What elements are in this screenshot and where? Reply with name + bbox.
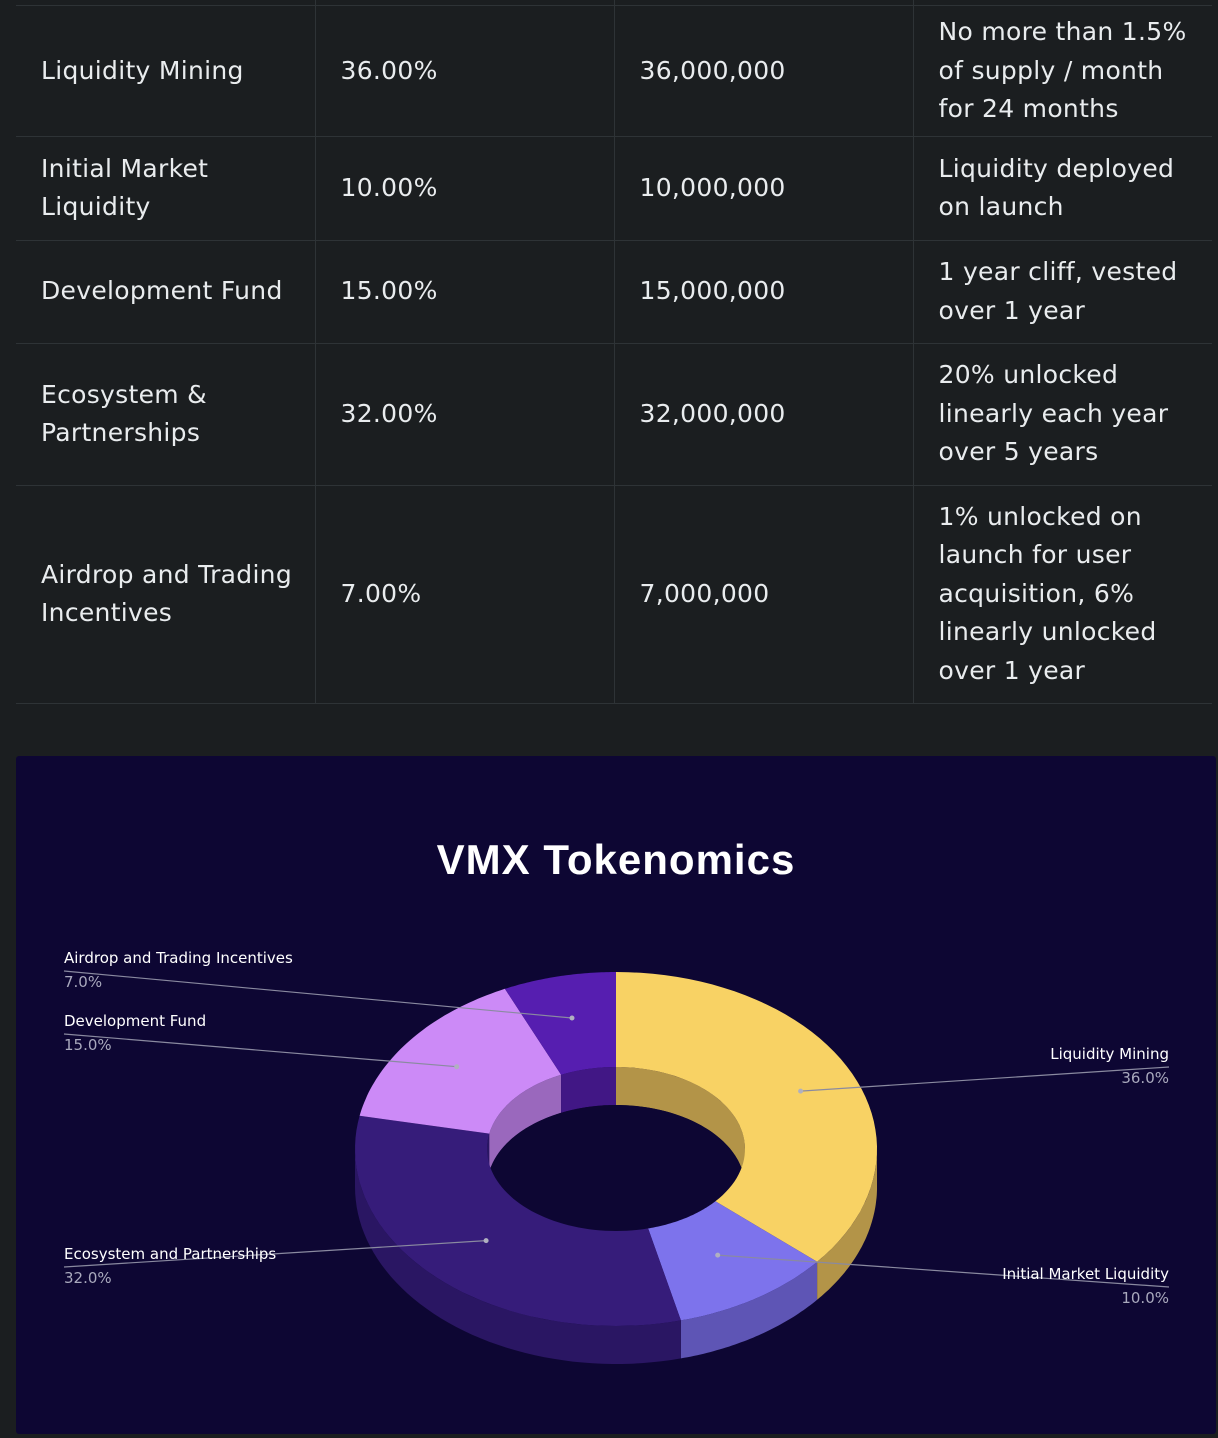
table-row: Ecosystem & Partnerships 32.00% 32,000,000 2… [16, 343, 1212, 486]
cell-line: over 5 years [938, 437, 1099, 467]
table-row: Initial Market Liquidity 10.00% 10,000,000 L… [16, 136, 1212, 241]
slice-label: Ecosystem and Partnerships [64, 1245, 276, 1263]
slice-inner-wall [489, 1074, 562, 1172]
slice-ecosystem-and-partnerships [355, 1115, 681, 1326]
allocation-percent-cell: 32.00% [315, 343, 615, 486]
allocation-tokens-cell: 36,000,000 [614, 0, 914, 137]
table-row: Development Fund 15.00% 15,000,000 1 year c… [16, 240, 1212, 344]
allocation-name-cell: Liquidity Mining [16, 0, 316, 137]
allocation-percent-cell: 10.00% [315, 136, 615, 241]
allocation-percent-cell: 15.00% [315, 240, 615, 344]
cell-line: Development Fund [41, 276, 283, 306]
slice-value-label: 10.0% [1121, 1289, 1169, 1307]
slice-side [680, 1261, 818, 1359]
cell-line: linearly unlocked [938, 617, 1157, 647]
leader-dot [798, 1088, 804, 1094]
vesting-schedule-cell: 1 year cliff, vested over 1 year [913, 240, 1212, 344]
allocation-tokens-cell: 15,000,000 [614, 240, 914, 344]
cell-line: 1 year cliff, vested [938, 257, 1178, 286]
cell-line: Liquidity deployed [938, 153, 1175, 183]
cell-line: No more than 1.5% [938, 17, 1187, 46]
leader-dot [483, 1238, 489, 1244]
slice-label: Initial Market Liquidity [1002, 1265, 1169, 1283]
leader-line [717, 1254, 1170, 1288]
slice-value-label: 32.0% [64, 1269, 112, 1287]
allocation-tokens-cell: 10,000,000 [614, 136, 914, 241]
slice-value-label: 7.0% [64, 973, 102, 991]
allocation-percent-cell: 7.00% [315, 485, 615, 704]
vesting-schedule-cell: No more than 1.5% of supply / month for 24… [913, 0, 1212, 137]
slice-side [355, 1149, 681, 1364]
vesting-schedule-cell: 1% unlocked on launch for user acquisition… [913, 485, 1212, 704]
slice-side [817, 1149, 877, 1300]
cell-line: over 1 year [938, 295, 1086, 325]
vesting-schedule-cell: Liquidity deployed on launch [913, 136, 1212, 241]
leader-line [800, 1066, 1170, 1092]
cell-line: linearly each year [938, 398, 1169, 428]
slice-label: Airdrop and Trading Incentives [64, 949, 293, 967]
donut-chart: VMX Tokenomics Liquidity Mining 36.0% Init… [63, 836, 1170, 1364]
cell-line: over 1 year [938, 655, 1086, 685]
cell-line: Liquidity Mining [41, 55, 244, 85]
allocation-name-cell: Development Fund [16, 240, 316, 344]
cell-line: launch for user [938, 540, 1132, 570]
slice-inner-wall [561, 1067, 616, 1113]
cell-line: for 24 months [938, 94, 1119, 123]
cell-line: Airdrop and Trading [41, 559, 293, 589]
leader-line [63, 970, 573, 1019]
leader-dot [454, 1064, 460, 1070]
leader-dot [715, 1252, 721, 1258]
leader-line [63, 1033, 457, 1068]
allocation-name-cell: Ecosystem & Partnerships [16, 343, 316, 486]
table-row: Airdrop and Trading Incentives 7.00% 7,000,… [16, 485, 1212, 704]
cell-line: 1% unlocked on [938, 501, 1142, 531]
cell-line: of supply / month [938, 55, 1164, 85]
cell-line: 20% unlocked [938, 360, 1119, 390]
slice-inner-wall [616, 1067, 745, 1187]
tokenomics-chart-panel: VMX Tokenomics Liquidity Mining 36.0% Init… [16, 756, 1216, 1434]
allocation-percent-cell: 36.00% [315, 0, 615, 137]
slice-value-label: 36.0% [1121, 1069, 1169, 1087]
slice-airdrop-and-trading-incentives [504, 972, 616, 1075]
allocation-tokens-cell: 32,000,000 [614, 343, 914, 486]
table-row: Liquidity Mining 36.00% 36,000,000 No more … [16, 0, 1212, 137]
allocation-name-cell: Initial Market Liquidity [16, 136, 316, 241]
cell-line: Liquidity [41, 192, 151, 221]
slice-value-label: 15.0% [64, 1036, 112, 1054]
cell-line: Ecosystem & [41, 379, 207, 409]
slice-label: Development Fund [64, 1012, 206, 1030]
slice-label: Liquidity Mining [1050, 1045, 1169, 1063]
slice-development-fund [359, 988, 562, 1134]
vesting-schedule-cell: 20% unlocked linearly each year over 5 yea… [913, 343, 1212, 486]
cell-line: Incentives [41, 598, 173, 627]
slice-liquidity-mining [616, 972, 877, 1262]
allocation-name-cell: Airdrop and Trading Incentives [16, 485, 316, 704]
cell-line: acquisition, 6% [938, 578, 1135, 608]
slice-initial-market-liquidity [648, 1201, 818, 1321]
tokenomics-table: Liquidity Mining 36.00% 36,000,000 No more … [16, 0, 1212, 704]
allocation-tokens-cell: 7,000,000 [614, 485, 914, 704]
cell-line: on launch [938, 192, 1064, 221]
leader-dot [569, 1015, 575, 1021]
cell-line: Partnerships [41, 418, 201, 447]
cell-line: Initial Market [41, 153, 209, 183]
leader-line [63, 1240, 487, 1268]
chart-title: VMX Tokenomics [437, 836, 796, 883]
